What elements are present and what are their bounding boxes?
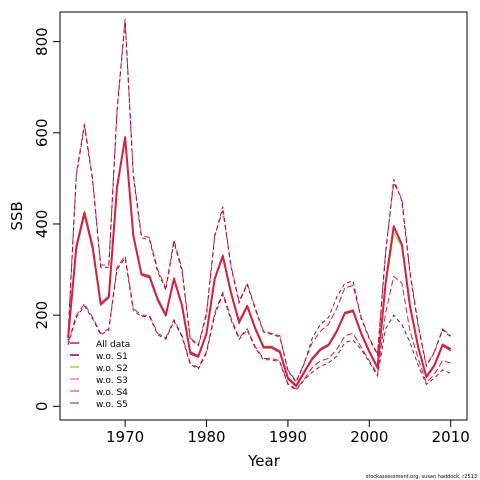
y-tick-label-1: 200 (33, 301, 51, 330)
legend-item-0: All data (70, 340, 130, 350)
y-tick-label-0: 0 (33, 402, 51, 412)
legend-item-1: w.o. S1 (70, 352, 128, 362)
x-tick-label-3: 2000 (350, 428, 388, 446)
band-upper-1 (67, 21, 452, 384)
legend-label-0: All data (96, 340, 130, 350)
y-axis-title: SSB (8, 201, 26, 230)
legend-item-5: w.o. S5 (70, 400, 128, 410)
y-tick-label-4: 800 (33, 27, 51, 56)
series-lines (67, 135, 452, 388)
band-lower-0 (67, 254, 451, 390)
y-tick-label-3: 600 (33, 118, 51, 147)
x-axis-title: Year (247, 452, 281, 470)
y-tick-label-2: 400 (33, 210, 51, 239)
series-line-0 (67, 136, 452, 387)
band-lower-1 (67, 256, 451, 391)
x-tick-label-4: 2010 (432, 428, 470, 446)
y-axis: 0 200 400 600 800 (33, 27, 60, 411)
legend-label-4: w.o. S4 (96, 388, 128, 398)
legend-label-2: w.o. S2 (96, 364, 128, 374)
legend-item-2: w.o. S2 (70, 364, 128, 374)
credit-text: stockassessment.org, susan haddock, r251… (366, 474, 477, 480)
x-tick-label-1: 1980 (187, 428, 225, 446)
legend-label-1: w.o. S1 (96, 352, 128, 362)
legend-item-3: w.o. S3 (70, 376, 128, 386)
x-tick-label-2: 1990 (269, 428, 307, 446)
plot-frame (59, 11, 468, 421)
x-tick-label-0: 1970 (106, 428, 144, 446)
confidence-bands (67, 18, 452, 391)
legend-item-4: w.o. S4 (70, 388, 128, 398)
x-axis: 1970 1980 1990 2000 2010 (106, 420, 470, 446)
legend: All data w.o. S1 w.o. S2 w.o. S3 w.o. S4 w.o.… (70, 340, 130, 410)
legend-label-3: w.o. S3 (96, 376, 128, 386)
legend-label-5: w.o. S5 (96, 400, 128, 410)
